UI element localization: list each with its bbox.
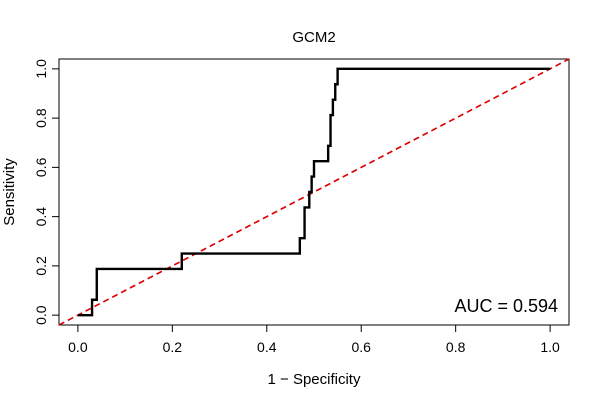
y-axis: 0.0 0.2 0.4 0.6 0.8 1.0 <box>33 59 60 325</box>
y-tick-label: 0.6 <box>33 157 49 177</box>
x-tick-label: 0.4 <box>257 339 277 355</box>
y-tick-label: 0.2 <box>33 256 49 276</box>
y-axis-title: Sensitivity <box>1 158 18 226</box>
y-tick-label: 0.8 <box>33 108 49 128</box>
chart-title: GCM2 <box>292 29 335 46</box>
x-tick-label: 0.2 <box>163 339 183 355</box>
y-tick-label: 0.4 <box>33 207 49 227</box>
x-axis: 0.0 0.2 0.4 0.6 0.8 1.0 <box>68 324 560 355</box>
x-axis-title: 1 − Specificity <box>268 371 361 388</box>
y-tick-label: 0.0 <box>33 305 49 325</box>
y-tick-label: 1.0 <box>33 59 49 79</box>
roc-curve-line <box>77 67 551 317</box>
x-tick-label: 0.0 <box>68 339 88 355</box>
auc-annotation: AUC = 0.594 <box>454 296 558 316</box>
plot-frame <box>58 58 570 326</box>
x-tick-label: 0.8 <box>446 339 466 355</box>
series-layer <box>58 58 570 326</box>
x-tick-label: 1.0 <box>540 339 560 355</box>
reference-diagonal-line <box>58 58 570 326</box>
x-tick-label: 0.6 <box>351 339 371 355</box>
